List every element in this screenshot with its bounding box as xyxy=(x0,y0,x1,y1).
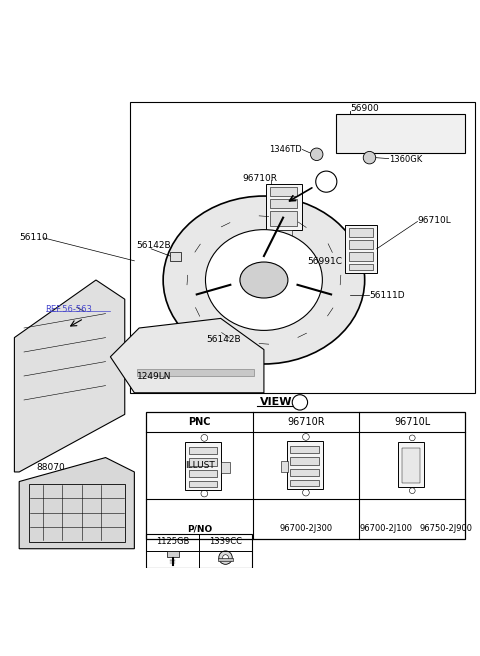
Circle shape xyxy=(363,152,376,164)
Text: 56111D: 56111D xyxy=(370,291,405,300)
Bar xyxy=(394,121,432,148)
Bar xyxy=(146,412,466,539)
Bar xyxy=(270,188,297,196)
Text: 96710L: 96710L xyxy=(418,216,451,224)
Text: A: A xyxy=(297,398,303,407)
Text: 1249LN: 1249LN xyxy=(137,373,171,381)
Text: VIEW: VIEW xyxy=(260,398,292,407)
Text: 56142B: 56142B xyxy=(206,335,241,344)
Bar xyxy=(346,225,377,273)
Text: 56142B: 56142B xyxy=(137,241,171,250)
Circle shape xyxy=(409,435,415,441)
Text: 96700-2J300: 96700-2J300 xyxy=(279,524,333,533)
Text: 96710L: 96710L xyxy=(394,417,431,427)
Bar xyxy=(350,121,389,148)
Text: 96750-2J900: 96750-2J900 xyxy=(420,524,472,533)
Text: 56110: 56110 xyxy=(19,234,48,242)
Polygon shape xyxy=(336,114,466,153)
Circle shape xyxy=(409,488,415,493)
Text: 1339CC: 1339CC xyxy=(209,537,242,546)
Text: 96710R: 96710R xyxy=(242,174,277,183)
Bar xyxy=(290,445,319,453)
Text: 88070: 88070 xyxy=(36,462,65,472)
Bar xyxy=(287,441,323,489)
Circle shape xyxy=(316,171,337,192)
Bar xyxy=(270,211,297,226)
Bar xyxy=(290,457,319,464)
Polygon shape xyxy=(110,318,264,393)
Text: P/NO: P/NO xyxy=(187,524,212,533)
Bar xyxy=(398,441,424,487)
Bar xyxy=(189,458,217,466)
Text: 56991C: 56991C xyxy=(307,257,342,266)
Bar xyxy=(170,252,181,261)
Bar xyxy=(290,468,319,476)
Text: 96700-2J100: 96700-2J100 xyxy=(360,524,412,533)
Text: PNC: PNC xyxy=(188,417,211,427)
Ellipse shape xyxy=(205,230,323,331)
Bar xyxy=(215,327,225,335)
Polygon shape xyxy=(137,369,254,376)
Bar xyxy=(221,462,230,473)
Bar xyxy=(29,484,125,542)
Bar xyxy=(146,535,252,568)
Circle shape xyxy=(223,555,228,560)
Text: 1125GB: 1125GB xyxy=(156,537,190,546)
Text: 1360GK: 1360GK xyxy=(389,155,422,163)
Bar xyxy=(270,199,297,208)
Bar xyxy=(349,228,373,237)
Bar xyxy=(349,252,373,261)
Bar xyxy=(189,481,217,487)
Bar xyxy=(349,264,373,270)
Ellipse shape xyxy=(163,196,365,364)
Text: 96710R: 96710R xyxy=(287,417,324,427)
Bar xyxy=(189,470,217,477)
Text: 56900: 56900 xyxy=(350,104,379,113)
Circle shape xyxy=(302,434,309,440)
Bar xyxy=(275,230,292,237)
Polygon shape xyxy=(14,280,125,472)
Ellipse shape xyxy=(240,262,288,298)
Bar xyxy=(290,480,319,486)
Bar xyxy=(130,102,475,393)
Circle shape xyxy=(201,490,208,497)
Text: ILLUST: ILLUST xyxy=(185,461,215,470)
Polygon shape xyxy=(19,457,134,548)
Text: 1346TD: 1346TD xyxy=(270,145,302,154)
Circle shape xyxy=(219,551,232,564)
Bar xyxy=(402,448,420,483)
Circle shape xyxy=(302,489,309,496)
Circle shape xyxy=(201,434,208,441)
Bar xyxy=(349,240,373,249)
Bar xyxy=(185,441,221,490)
Circle shape xyxy=(311,148,323,161)
Text: REF.56-563: REF.56-563 xyxy=(46,305,93,314)
Bar xyxy=(266,184,302,230)
Bar xyxy=(437,121,461,148)
Text: A: A xyxy=(323,176,330,187)
Bar xyxy=(189,447,217,454)
Circle shape xyxy=(292,395,308,410)
Bar xyxy=(281,461,288,472)
Bar xyxy=(167,552,179,557)
Bar xyxy=(218,558,233,561)
